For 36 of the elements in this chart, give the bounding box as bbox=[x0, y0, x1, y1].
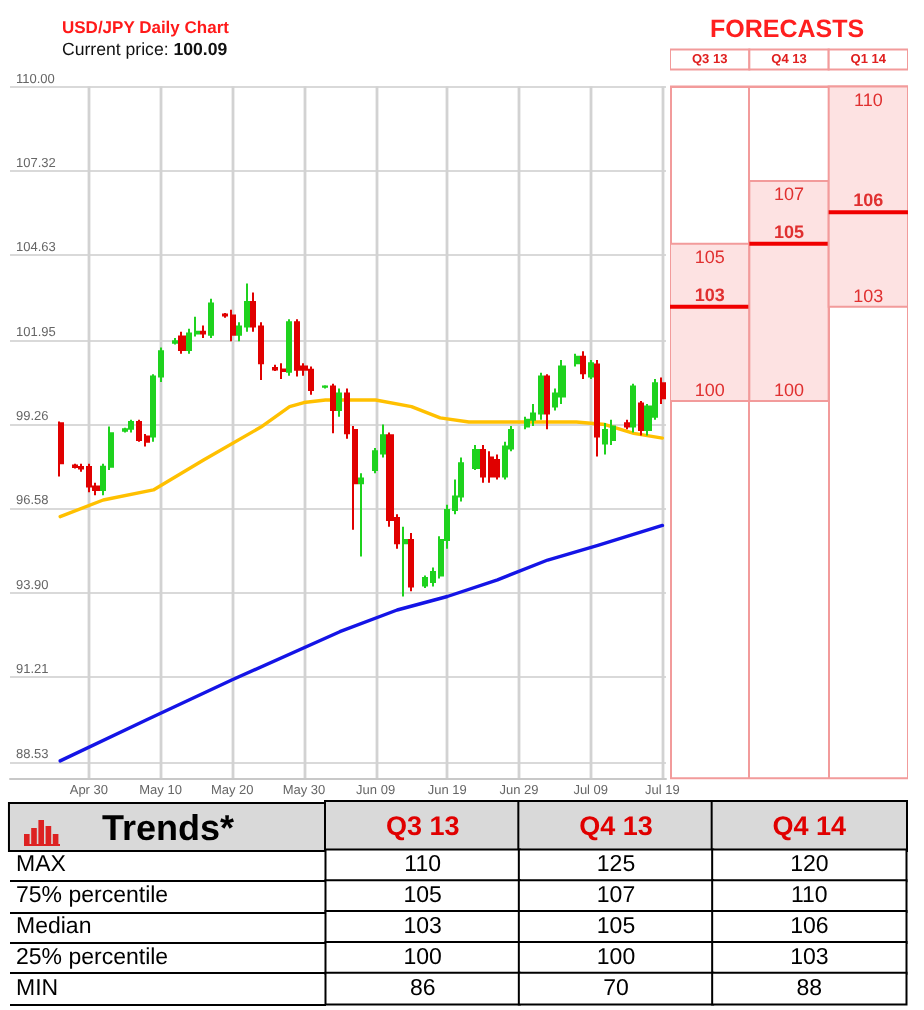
y-tick-label: 75% percentile bbox=[16, 884, 169, 909]
data-label: 125 bbox=[596, 853, 636, 878]
data-label: 100 bbox=[403, 945, 442, 970]
annotation: 100 bbox=[694, 379, 725, 400]
data-label: 88 bbox=[796, 976, 823, 1001]
y-axis-title: Trends* bbox=[101, 808, 234, 848]
x-tick-label: Q4 13 bbox=[579, 811, 654, 841]
chart-subtitle: Current price: 100.09 bbox=[62, 39, 228, 59]
chart-title: FORECASTS bbox=[710, 15, 865, 43]
data-label: 106 bbox=[790, 915, 829, 939]
data-label: 105 bbox=[403, 884, 442, 909]
data-label: 70 bbox=[603, 976, 629, 1001]
data-label: 103 bbox=[790, 945, 829, 970]
data-label: 110 bbox=[404, 853, 442, 878]
annotation: 107 bbox=[773, 183, 805, 204]
y-tick-label: 25% percentile bbox=[16, 945, 169, 970]
data-label: 110 bbox=[790, 884, 828, 909]
data-label: 100 bbox=[596, 945, 636, 970]
annotation: 103 bbox=[853, 285, 884, 306]
x-tick-label: Q4 14 bbox=[772, 811, 848, 841]
annotation: 105 bbox=[773, 221, 805, 242]
data-label: 107 bbox=[596, 884, 636, 909]
annotation: 106 bbox=[853, 190, 884, 211]
y-tick-label: Median bbox=[16, 915, 92, 939]
y-tick-label: MAX bbox=[16, 853, 67, 878]
y-tick-label: MIN bbox=[16, 976, 59, 1001]
annotation: 110 bbox=[853, 89, 883, 110]
annotation: 100 bbox=[773, 379, 805, 400]
data-label: 120 bbox=[790, 853, 829, 878]
data-label: 105 bbox=[596, 915, 636, 939]
data-label: 86 bbox=[409, 976, 436, 1001]
chart-title: USD/JPY Daily Chart bbox=[62, 17, 230, 37]
annotation: 103 bbox=[694, 284, 725, 305]
data-label: 103 bbox=[403, 915, 442, 939]
annotation: 105 bbox=[694, 246, 725, 267]
x-tick-label: Q3 13 bbox=[385, 811, 461, 841]
